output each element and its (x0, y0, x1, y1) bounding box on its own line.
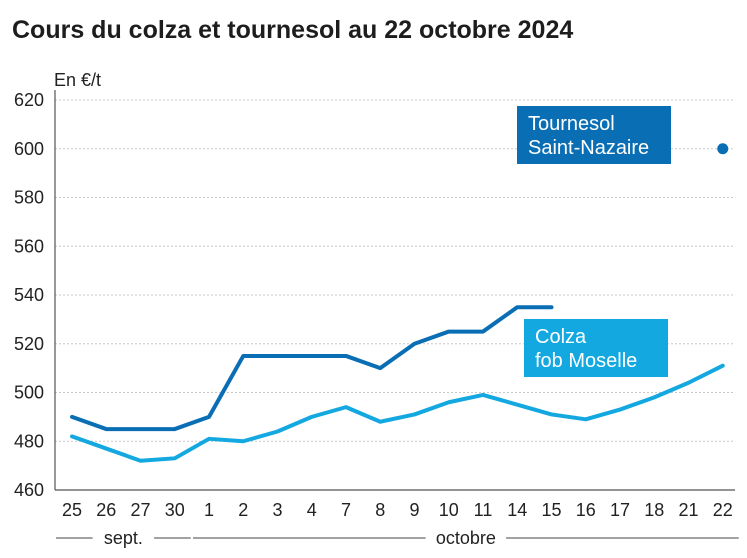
x-tick-label: 4 (307, 500, 317, 520)
x-tick-label: 2 (238, 500, 248, 520)
x-tick-label: 25 (62, 500, 82, 520)
x-tick-label: 7 (341, 500, 351, 520)
x-tick-label: 22 (713, 500, 733, 520)
y-unit-label: En €/t (54, 70, 101, 90)
x-tick-label: 18 (644, 500, 664, 520)
y-tick-label: 520 (14, 334, 44, 354)
y-tick-label: 560 (14, 236, 44, 256)
chart-title: Cours du colza et tournesol au 22 octobr… (12, 16, 574, 44)
x-tick-label: 8 (375, 500, 385, 520)
series-1-label-text: Colza (535, 326, 587, 348)
y-tick-label: 580 (14, 188, 44, 208)
x-tick-label: 16 (576, 500, 596, 520)
series-1-line (70, 363, 725, 463)
series-0-label-box (517, 106, 671, 164)
series-0-line (70, 305, 554, 432)
x-tick-label: 15 (541, 500, 561, 520)
y-tick-label: 500 (14, 383, 44, 403)
x-tick-label: 17 (610, 500, 630, 520)
x-tick-label: 21 (678, 500, 698, 520)
x-tick-label: 26 (96, 500, 116, 520)
x-tick-label: 11 (474, 500, 493, 520)
x-tick-label: 14 (507, 500, 527, 520)
series-1-label-text: fob Moselle (535, 350, 637, 372)
series-0-label-text: Tournesol (528, 113, 615, 135)
x-tick-label: 9 (409, 500, 419, 520)
series-0-label-text: Saint-Nazaire (528, 137, 649, 159)
y-tick-label: 480 (14, 431, 44, 451)
y-tick-label: 620 (14, 90, 44, 110)
month-label: sept. (104, 528, 143, 548)
x-tick-label: 27 (130, 500, 150, 520)
x-tick-label: 10 (439, 500, 459, 520)
x-tick-label: 1 (204, 500, 214, 520)
y-tick-label: 600 (14, 139, 44, 159)
x-tick-label: 30 (165, 500, 185, 520)
series-1-label-box (524, 319, 668, 377)
x-tick-label: 3 (272, 500, 282, 520)
y-tick-label: 460 (14, 480, 44, 500)
month-label: octobre (436, 528, 496, 548)
series-0-point (717, 143, 729, 155)
y-tick-label: 540 (14, 285, 44, 305)
